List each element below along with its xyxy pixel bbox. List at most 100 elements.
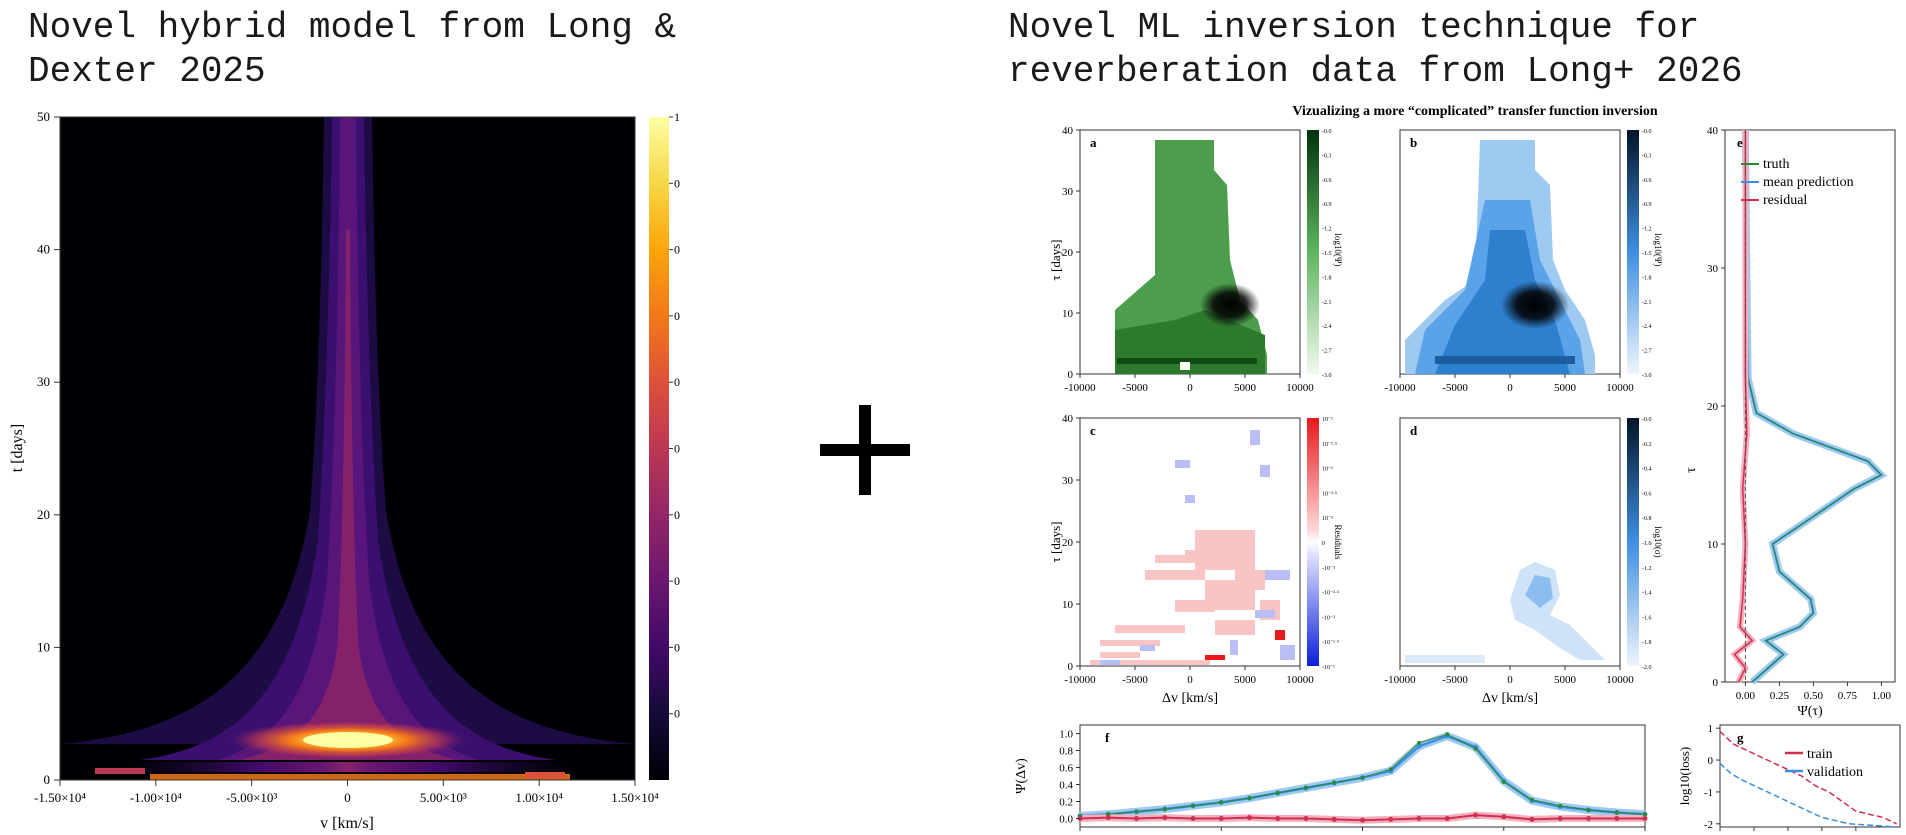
panel-a-cbar-label: log10(Ψ) xyxy=(1333,233,1343,266)
panel-b-cbar-label: log10(Ψ) xyxy=(1653,233,1663,266)
cbar-tick-label: -2.7 xyxy=(1642,349,1652,355)
panel-f-ylabel: Ψ(Δv) xyxy=(1014,758,1029,794)
panel-g-legend-validation: validation xyxy=(1807,765,1863,780)
panel-e-ytick-label: 10 xyxy=(1707,539,1719,551)
panel-e-residual-line xyxy=(1733,130,1754,683)
residual-cell xyxy=(1100,640,1160,646)
residual-cell xyxy=(1175,460,1190,468)
panel-f-residual-point xyxy=(1360,817,1365,823)
left-xtick-label: -1.50×10⁴ xyxy=(34,790,86,805)
cbar-tick-label: -1.8 xyxy=(1642,640,1652,646)
panel-xtick-label: 1.00 xyxy=(1872,690,1892,702)
panel-f-truth-point xyxy=(1643,812,1647,817)
cbar-tick-label: -10⁻¹ xyxy=(1322,665,1335,671)
cbar-tick-label: 10⁻¹·⁵ xyxy=(1322,442,1337,448)
panel-xtick-label: 0 xyxy=(1507,382,1513,394)
panel-e-ytick-label: 30 xyxy=(1707,263,1719,275)
panel-f-truth-point xyxy=(1162,807,1167,812)
cbar-tick-label: -0.9 xyxy=(1642,202,1652,208)
panel-xtick-label: 10000 xyxy=(1606,674,1634,686)
plus-bar-vertical xyxy=(859,405,871,495)
cbar-tick-label: -2.7 xyxy=(1322,349,1332,355)
left-xtick-label: -1.00×10⁴ xyxy=(130,790,182,805)
left-ytick-label: 30 xyxy=(37,374,50,389)
cbar-tick-label: -3.0 xyxy=(1322,373,1332,379)
panel-f-residual-point xyxy=(1529,816,1535,822)
cbar-tick-label: 10⁻² xyxy=(1322,467,1333,473)
right-heading-line2: reverberation data from Long+ 2026 xyxy=(1008,51,1743,92)
panel-xtick-label: 0 xyxy=(1187,382,1193,394)
panel-e-xlabel: Ψ(τ) xyxy=(1797,704,1823,719)
panel-f-truth-point xyxy=(1304,785,1308,790)
panel-ytick-label: 0 xyxy=(1068,369,1074,381)
left-heading-line2: Dexter 2025 xyxy=(28,51,266,92)
panel-g-train-line xyxy=(1719,730,1897,825)
panel-c: c τ [days] Δv [km/s] Residuals xyxy=(1048,417,1343,706)
left-ytick-label: 50 xyxy=(37,110,50,124)
panel-d: d Δv [km/s] log10(σ) xyxy=(1399,417,1663,706)
cbar-tick-label: -2.1 xyxy=(1642,300,1652,306)
panel-ytick-label: 40 xyxy=(1062,125,1074,137)
panel-f-residual-point xyxy=(1388,816,1394,822)
cbar-tick-label: -0.0 xyxy=(1322,129,1332,135)
cbar-tick-label: -0.9 xyxy=(1322,202,1332,208)
right-figure-heading: Novel ML inversion technique for reverbe… xyxy=(1008,6,1743,94)
right-heading-line1: Novel ML inversion technique for xyxy=(1008,7,1700,48)
panel-xtick-label: 10000 xyxy=(1286,382,1314,394)
cbar-tick-label: -10⁻¹·⁵ xyxy=(1322,640,1339,646)
residual-cell xyxy=(1185,550,1205,560)
panel-f-truth-point xyxy=(1614,810,1619,815)
left-figure-heading: Novel hybrid model from Long & Dexter 20… xyxy=(28,6,676,94)
panel-e-ytick-label: 0 xyxy=(1713,677,1719,689)
residual-cell xyxy=(1100,660,1120,665)
colorbar-tick-label: 0.1 xyxy=(674,707,680,721)
panel-f-truth-point xyxy=(1417,740,1421,745)
colorbar-tick-label: 0.4 xyxy=(674,508,680,522)
panel-f-ytick-label: 0.0 xyxy=(1059,814,1073,826)
residual-cells xyxy=(1090,430,1295,665)
panel-c-cbar-label: Residuals xyxy=(1333,525,1343,560)
panel-f-residual-point xyxy=(1247,815,1252,821)
panel-f-residual-point xyxy=(1614,816,1620,821)
panel-xtick-label: -10000 xyxy=(1384,674,1416,686)
cbar-tick-label: -1.8 xyxy=(1642,275,1652,281)
cbar-tick-label: -2.1 xyxy=(1322,300,1332,306)
panel-f-truth-point xyxy=(1445,732,1450,737)
residual-cell xyxy=(1140,645,1155,651)
cbar-tick-label: -0.3 xyxy=(1642,153,1652,159)
residual-cell xyxy=(1185,495,1195,503)
panel-xtick-label: 10000 xyxy=(1286,674,1314,686)
cbar-tick-label: -2.0 xyxy=(1642,665,1652,671)
colorbar-tick-label: 0.2 xyxy=(674,640,680,654)
panel-f-residual-point xyxy=(1275,816,1281,821)
colorbar-tick-label: 0.3 xyxy=(674,574,680,588)
panel-e-legend-mean: mean prediction xyxy=(1763,175,1854,190)
panel-d-cbar-label: log10(σ) xyxy=(1653,526,1663,557)
panel-f-residual-point xyxy=(1444,816,1450,821)
cbar-tick-label: -3.0 xyxy=(1642,373,1652,379)
panel-f-residual-point xyxy=(1416,816,1422,821)
panel-ytick-label: 40 xyxy=(1062,413,1074,425)
panel-f-residual-point xyxy=(1303,816,1309,821)
panel-xtick-label: 0.50 xyxy=(1804,690,1824,702)
panel-c-label: c xyxy=(1090,423,1096,438)
cbar-tick-label: -10⁻²·⁵ xyxy=(1322,591,1339,597)
cbar-tick-label: -0.8 xyxy=(1642,516,1652,522)
residual-cell xyxy=(1100,652,1140,658)
panel-xtick-label: 0.00 xyxy=(1736,690,1756,702)
panel-f-truth-point xyxy=(1247,796,1252,801)
panel-f-truth-point xyxy=(1558,803,1563,808)
residual-cell xyxy=(1230,640,1238,655)
panel-xtick-label: 10000 xyxy=(1606,382,1634,394)
cbar-tick-label: -0.0 xyxy=(1642,417,1652,423)
panel-f-truth-point xyxy=(1332,780,1337,785)
left-xtick-label: -5.00×10³ xyxy=(226,790,277,805)
panel-e-truth-line xyxy=(1744,129,1883,683)
panel-f-truth-point xyxy=(1360,775,1365,780)
residual-cell xyxy=(1155,555,1205,563)
panel-f-truth-point xyxy=(1275,791,1280,795)
residual-cell xyxy=(1145,570,1205,580)
panel-f-prediction-point xyxy=(1416,743,1422,749)
panel-f-truth-point xyxy=(1219,800,1224,805)
panel-ytick-label: 20 xyxy=(1062,537,1074,549)
